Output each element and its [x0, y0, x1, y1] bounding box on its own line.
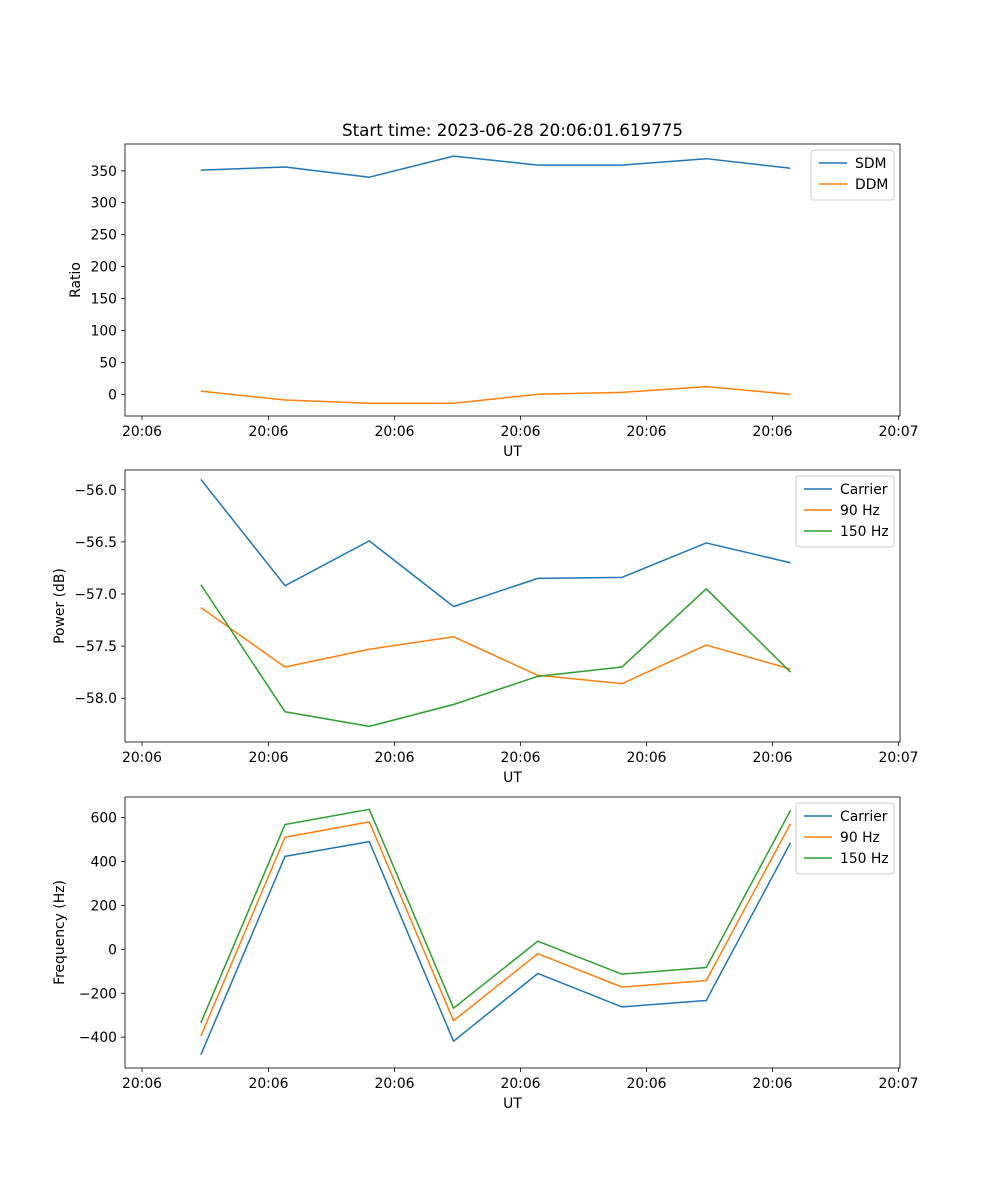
- legend-label-ddm: DDM: [855, 177, 888, 193]
- series-line-150-hz: [200, 584, 792, 728]
- x-tick-label: 20:06: [500, 1076, 540, 1092]
- y-tick-label: −56.0: [74, 483, 117, 499]
- y-tick-label: −57.0: [74, 587, 117, 603]
- subplot-3: 20:06 20:06 20:06 20:06 20:06 20:06 20:07 −400 −…: [52, 796, 919, 1112]
- plot-frame: [124, 143, 901, 417]
- y-tick-label: −58.0: [74, 691, 117, 707]
- series-line-carrier: [200, 478, 791, 608]
- y-axis-label: Power (dB): [52, 568, 68, 644]
- x-tick-label: 20:06: [626, 424, 666, 440]
- y-axis-label: Ratio: [68, 262, 84, 298]
- x-tick-label: 20:06: [374, 750, 414, 766]
- y-tick-label: 300: [90, 196, 117, 212]
- x-tick-label: 20:06: [500, 424, 540, 440]
- x-tick-label: 20:06: [500, 750, 540, 766]
- y-tick-label: −200: [79, 986, 117, 1002]
- x-tick-label: 20:06: [626, 750, 666, 766]
- subplot-1: 20:06 20:06 20:06 20:06 20:06 20:06 20:07 0 50 10…: [68, 143, 919, 460]
- x-tick-label: 20:06: [248, 750, 288, 766]
- y-tick-label: 0: [108, 942, 117, 958]
- x-axis-label: UT: [503, 770, 522, 786]
- x-tick-label: 20:07: [878, 424, 918, 440]
- series-line-90-hz: [200, 606, 791, 685]
- y-tick-label: 400: [90, 854, 117, 870]
- y-tick-label: 600: [90, 810, 117, 826]
- y-tick-label: 350: [90, 164, 117, 180]
- x-tick-label: 20:06: [752, 1076, 792, 1092]
- x-tick-label: 20:06: [248, 1076, 288, 1092]
- x-tick-label: 20:07: [878, 750, 918, 766]
- legend-box: [795, 802, 895, 875]
- x-tick-label: 20:06: [122, 1076, 162, 1092]
- y-tick-label: 250: [90, 228, 117, 244]
- series-line-150-hz: [200, 808, 792, 1024]
- legend-label-150-hz: 150 Hz: [840, 851, 889, 867]
- x-tick-label: 20:06: [374, 424, 414, 440]
- x-tick-label: 20:06: [248, 424, 288, 440]
- legend-label-carrier: Carrier: [840, 482, 888, 498]
- y-tick-label: −400: [79, 1030, 117, 1046]
- x-tick-label: 20:06: [122, 424, 162, 440]
- legend-label-90-hz: 90 Hz: [840, 830, 880, 846]
- series-line-ddm: [200, 385, 791, 404]
- x-tick-label: 20:06: [752, 424, 792, 440]
- y-tick-label: 100: [90, 323, 117, 339]
- y-tick-label: −57.5: [74, 639, 117, 655]
- legend-label-carrier: Carrier: [840, 809, 888, 825]
- x-tick-label: 20:06: [122, 750, 162, 766]
- y-axis-label: Frequency (Hz): [52, 880, 68, 985]
- y-tick-label: 200: [90, 260, 117, 276]
- series-line-90-hz: [200, 821, 792, 1037]
- y-tick-label: 50: [99, 355, 117, 371]
- y-tick-label: 150: [90, 292, 117, 308]
- x-axis-label: UT: [503, 1096, 522, 1112]
- y-tick-label: −56.5: [74, 535, 117, 551]
- x-axis-label: UT: [503, 444, 522, 460]
- subplot-2: 20:06 20:06 20:06 20:06 20:06 20:06 20:07 −58.0…: [52, 469, 919, 786]
- legend-label-sdm: SDM: [855, 156, 887, 172]
- legend-box: [795, 475, 895, 548]
- y-tick-label: 200: [90, 898, 117, 914]
- x-tick-label: 20:07: [878, 1076, 918, 1092]
- series-line-sdm: [200, 155, 791, 178]
- chart-title: Start time: 2023-06-28 20:06:01.619775: [342, 120, 683, 140]
- plot-frame: [124, 796, 901, 1069]
- x-tick-label: 20:06: [626, 1076, 666, 1092]
- series-line-carrier: [200, 840, 792, 1056]
- plot-frame: [124, 469, 901, 743]
- legend-label-150-hz: 150 Hz: [840, 524, 889, 540]
- legend-label-90-hz: 90 Hz: [840, 503, 880, 519]
- y-tick-label: 0: [108, 387, 117, 403]
- x-tick-label: 20:06: [752, 750, 792, 766]
- x-tick-label: 20:06: [374, 1076, 414, 1092]
